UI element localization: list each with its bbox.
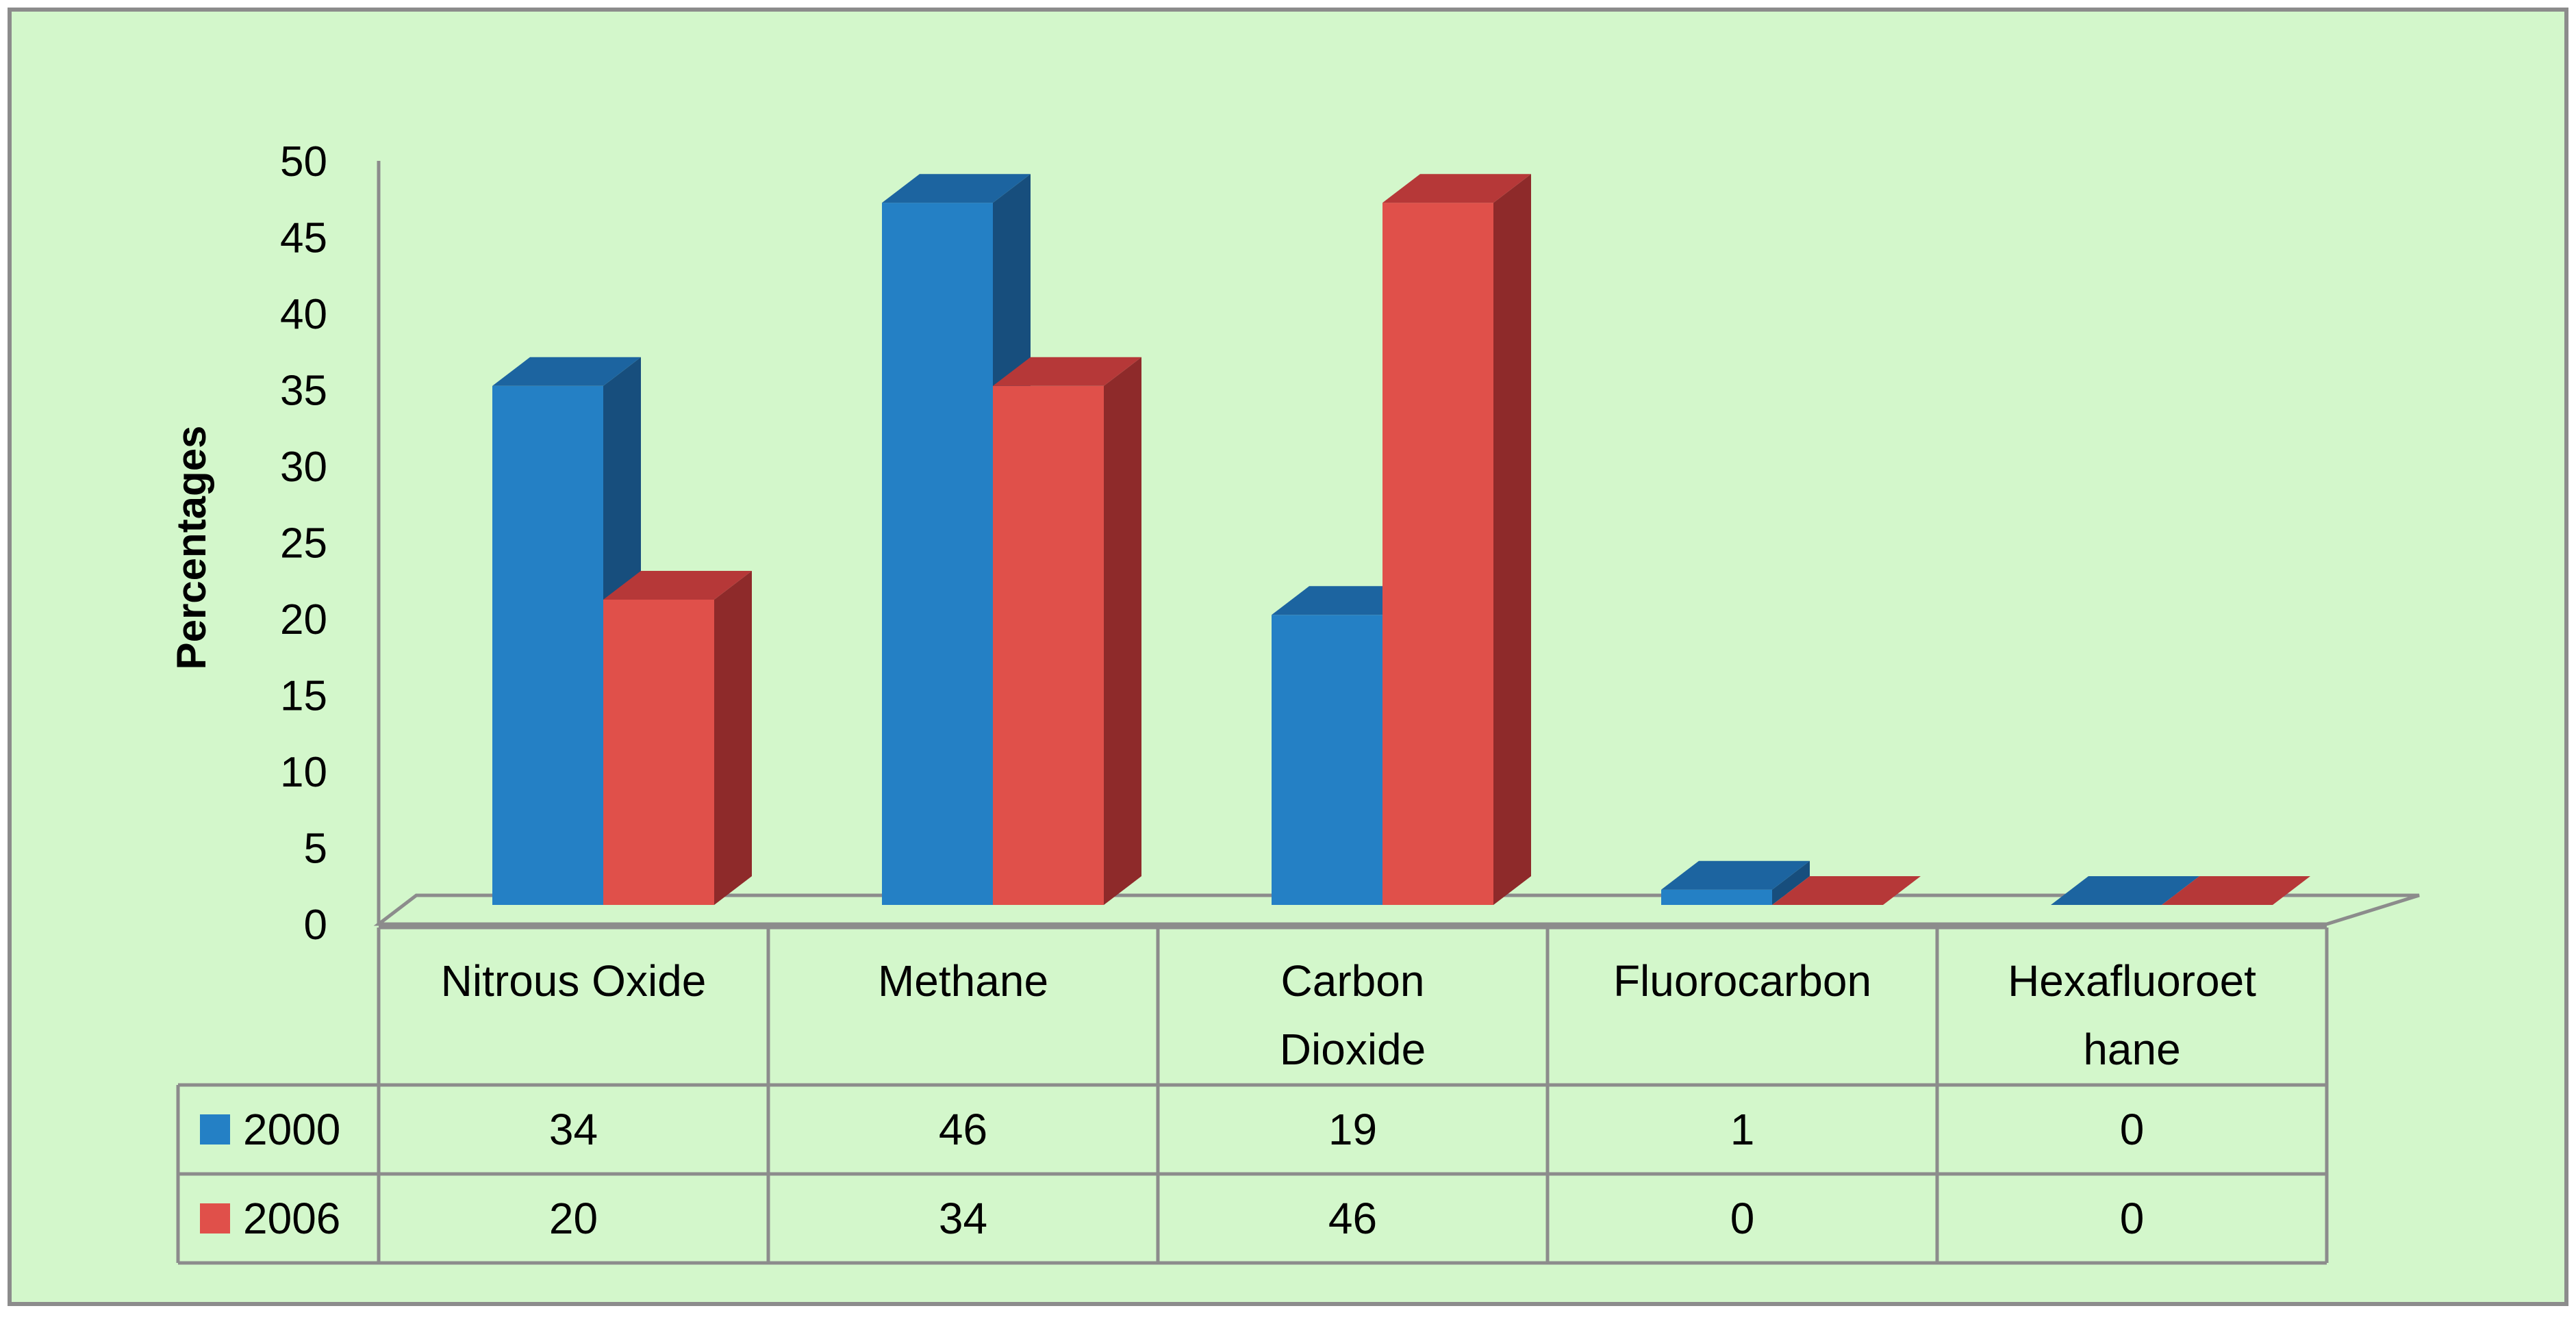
bar-side: [1104, 357, 1141, 905]
bars: [492, 174, 2310, 906]
y-tick-label: 10: [280, 749, 327, 796]
legend-swatch: [200, 1203, 230, 1233]
data-table: Nitrous Oxide Methane Carbon Dioxide Fluoroc…: [176, 925, 2329, 1265]
bar-top: [993, 357, 1141, 386]
bar-front: [1272, 615, 1382, 905]
table-value: 34: [939, 1194, 987, 1243]
y-tick-label: 15: [280, 673, 327, 720]
bar: [603, 571, 752, 905]
table-value: 34: [549, 1105, 598, 1154]
category-label: Dioxide: [1280, 1025, 1426, 1074]
bar-front: [1661, 889, 1772, 905]
y-axis-label: Percentages: [168, 426, 214, 670]
bar-front: [993, 385, 1104, 905]
legend-label: 2006: [243, 1194, 340, 1243]
y-tick-label: 20: [280, 596, 327, 643]
bar: [993, 357, 1141, 905]
table-value: 46: [939, 1105, 987, 1154]
y-tick-label: 25: [280, 520, 327, 567]
bar-front: [603, 600, 714, 905]
category-label: hane: [2083, 1025, 2180, 1074]
y-tick-label: 0: [304, 902, 327, 949]
bar: [1661, 860, 1810, 905]
table-value: 0: [2120, 1105, 2145, 1154]
bar-top: [1661, 860, 1810, 890]
y-tick-label: 50: [280, 138, 327, 186]
y-tick-label: 5: [304, 826, 327, 873]
bar-front: [492, 385, 603, 905]
y-tick-label: 30: [280, 444, 327, 491]
table-value: 0: [1730, 1194, 1755, 1243]
bar-side: [1493, 174, 1531, 906]
y-tick-label: 45: [280, 215, 327, 262]
y-tick-label: 35: [280, 368, 327, 415]
bar-top: [492, 357, 641, 386]
bar: [492, 357, 641, 905]
bar-top: [882, 174, 1031, 203]
legend-label: 2000: [243, 1105, 340, 1154]
table-value: 0: [2120, 1194, 2145, 1243]
table-value: 19: [1328, 1105, 1377, 1154]
bar: [2162, 876, 2310, 905]
category-label: Hexafluoroet: [2008, 956, 2256, 1006]
category-label: Methane: [878, 956, 1048, 1006]
bar-top: [1382, 174, 1531, 203]
floor-outline: [373, 893, 2420, 926]
category-label: Nitrous Oxide: [441, 956, 707, 1006]
category-label: Fluorocarbon: [1613, 956, 1871, 1006]
bar-top: [2162, 876, 2310, 905]
bar-side: [714, 571, 752, 905]
bar-top: [603, 571, 752, 600]
bar-front: [882, 203, 993, 906]
legend-swatch: [200, 1114, 230, 1145]
bar: [1382, 174, 1531, 906]
bar: [1772, 876, 1921, 905]
bar-front: [1382, 203, 1493, 906]
bar-top: [2051, 876, 2199, 905]
y-tick-label: 40: [280, 291, 327, 338]
bar: [2051, 876, 2199, 905]
table-value: 46: [1328, 1194, 1377, 1243]
bar-top: [1772, 876, 1921, 905]
bar-side: [1772, 860, 1810, 905]
y-axis: 0 5 10 15 20 25 30 35 40 45 50: [280, 138, 381, 949]
category-label: Carbon: [1281, 956, 1425, 1006]
chart-floor: [373, 893, 2420, 926]
table-value: 20: [549, 1194, 598, 1243]
table-value: 1: [1730, 1105, 1755, 1154]
